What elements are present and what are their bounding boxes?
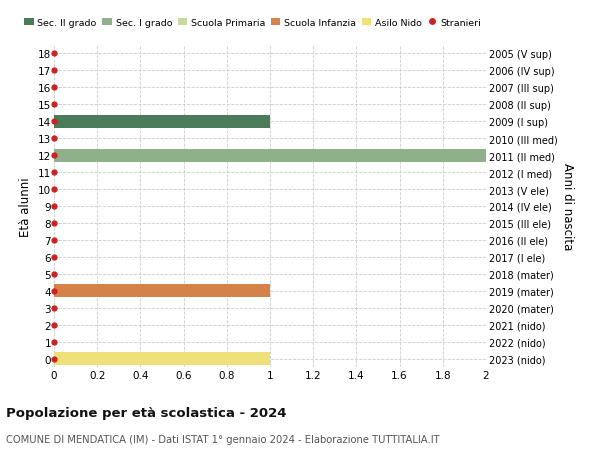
Text: Popolazione per età scolastica - 2024: Popolazione per età scolastica - 2024 [6, 406, 287, 419]
Legend: Sec. II grado, Sec. I grado, Scuola Primaria, Scuola Infanzia, Asilo Nido, Stran: Sec. II grado, Sec. I grado, Scuola Prim… [24, 18, 482, 28]
Bar [54, 116, 270, 129]
Bar [54, 285, 270, 297]
Bar [54, 150, 486, 162]
Y-axis label: Età alunni: Età alunni [19, 177, 32, 236]
Y-axis label: Anni di nascita: Anni di nascita [561, 163, 574, 250]
Text: COMUNE DI MENDATICA (IM) - Dati ISTAT 1° gennaio 2024 - Elaborazione TUTTITALIA.: COMUNE DI MENDATICA (IM) - Dati ISTAT 1°… [6, 434, 440, 444]
Bar [54, 353, 270, 365]
